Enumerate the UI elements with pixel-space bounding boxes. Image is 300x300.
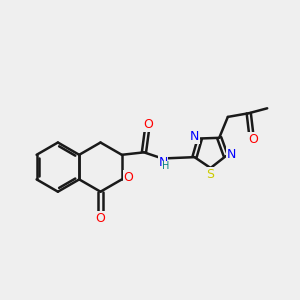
Text: O: O bbox=[96, 212, 105, 224]
Text: O: O bbox=[248, 133, 258, 146]
Text: N: N bbox=[226, 148, 236, 161]
Text: S: S bbox=[207, 168, 214, 181]
Text: O: O bbox=[143, 118, 153, 131]
Text: H: H bbox=[162, 161, 170, 171]
Text: N: N bbox=[190, 130, 199, 143]
Text: N: N bbox=[158, 156, 168, 169]
Text: O: O bbox=[124, 170, 134, 184]
